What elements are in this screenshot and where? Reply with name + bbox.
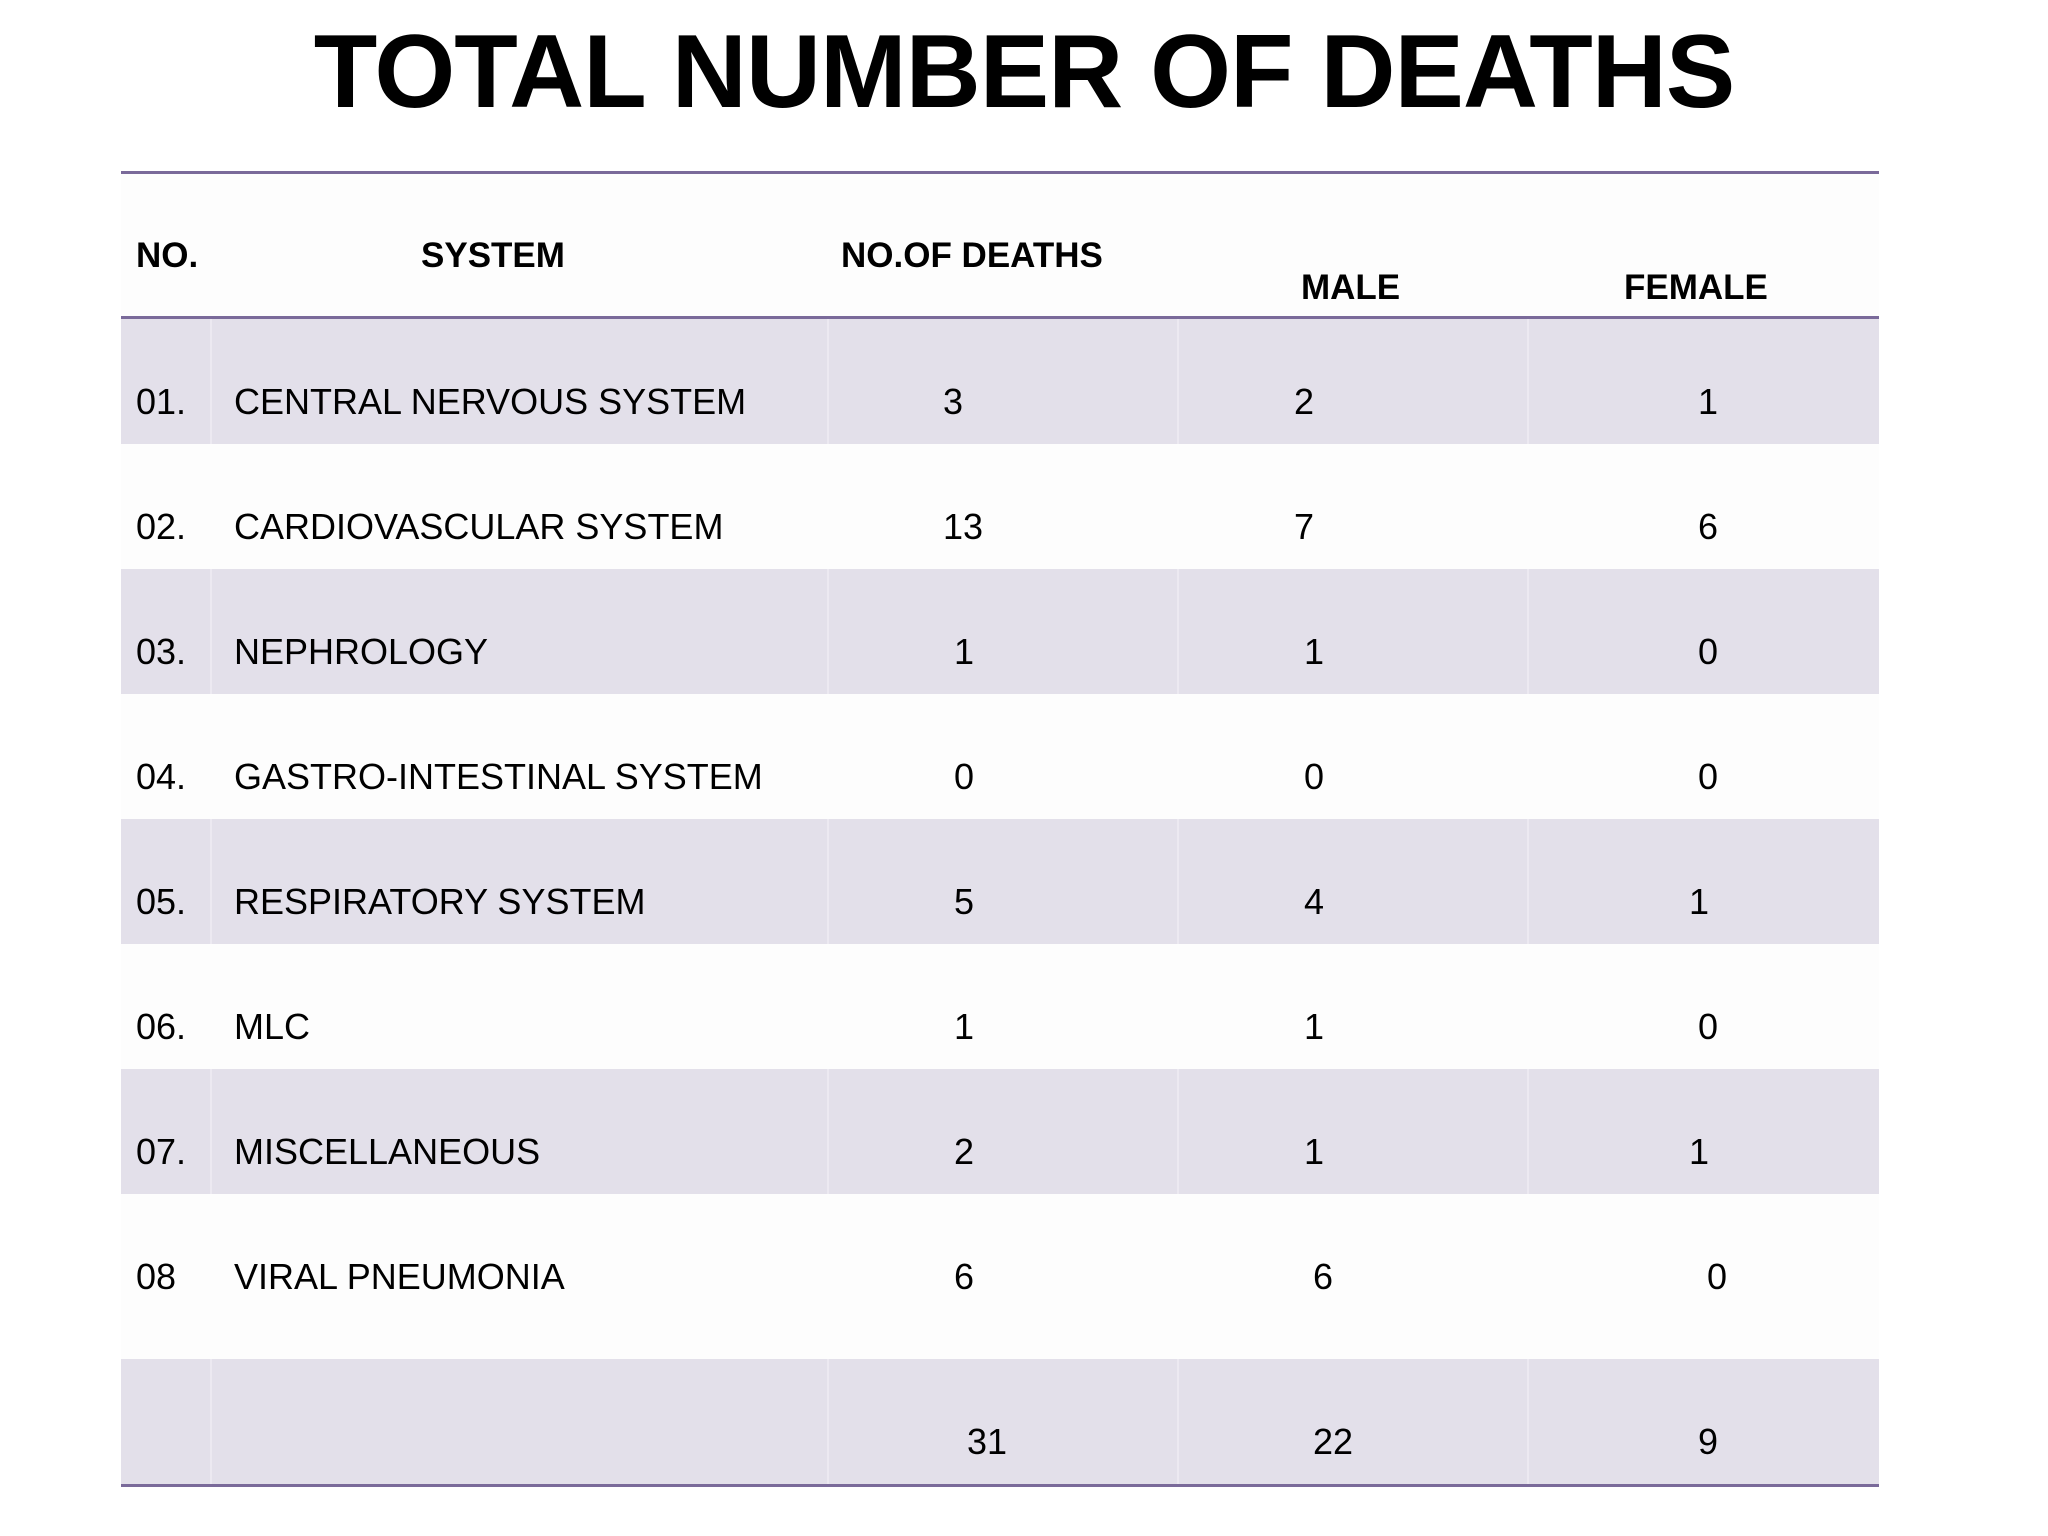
cell-no: 08 [136,1256,177,1297]
cell-male: 6 [1313,1256,1334,1297]
column-divider [1177,819,1179,944]
cell-deaths: 0 [954,756,975,797]
totals-row: 31 22 9 [121,1359,1879,1484]
cell-female: 1 [1689,1131,1710,1172]
column-divider [1177,569,1179,694]
cell-deaths: 13 [943,506,984,547]
cell-deaths: 3 [943,381,964,422]
column-divider [1527,569,1529,694]
cell-female: 1 [1698,381,1719,422]
cell-system: MISCELLANEOUS [234,1131,541,1172]
deaths-table: NO. SYSTEM NO.OF DEATHS MALE FEMALE 01. … [121,171,1879,1487]
cell-female: 6 [1698,506,1719,547]
cell-male: 7 [1294,506,1315,547]
cell-system: VIRAL PNEUMONIA [234,1256,565,1297]
column-divider [1527,1359,1529,1484]
cell-no: 04. [136,756,187,797]
header-system: SYSTEM [421,236,565,275]
column-divider [827,1069,829,1194]
cell-female: 0 [1698,1006,1719,1047]
column-divider [210,819,212,944]
cell-no: 07. [136,1131,187,1172]
column-divider [1527,819,1529,944]
table-row: 05. RESPIRATORY SYSTEM 5 4 1 [121,819,1879,944]
header-female: FEMALE [1624,268,1768,307]
column-divider [1177,1069,1179,1194]
total-female: 9 [1698,1421,1719,1462]
column-divider [827,569,829,694]
cell-no: 05. [136,881,187,922]
column-divider [210,319,212,444]
cell-system: CENTRAL NERVOUS SYSTEM [234,381,747,422]
table-row: 01. CENTRAL NERVOUS SYSTEM 3 2 1 [121,319,1879,444]
cell-no: 01. [136,381,187,422]
cell-male: 1 [1304,1006,1325,1047]
cell-deaths: 2 [954,1131,975,1172]
cell-male: 1 [1304,1131,1325,1172]
header-deaths: NO.OF DEATHS [841,236,1103,275]
cell-deaths: 5 [954,881,975,922]
table-header: NO. SYSTEM NO.OF DEATHS MALE FEMALE [121,174,1879,319]
table-row: 03. NEPHROLOGY 1 1 0 [121,569,1879,694]
column-divider [1527,1069,1529,1194]
cell-male: 0 [1304,756,1325,797]
column-divider [827,819,829,944]
header-no: NO. [136,236,199,275]
cell-system: NEPHROLOGY [234,631,489,672]
total-deaths: 31 [967,1421,1008,1462]
page-title: TOTAL NUMBER OF DEATHS [313,14,1736,130]
column-divider [210,1359,212,1484]
cell-deaths: 1 [954,631,975,672]
cell-female: 0 [1707,1256,1728,1297]
cell-no: 03. [136,631,187,672]
cell-female: 0 [1698,631,1719,672]
column-divider [210,569,212,694]
column-divider [1177,1359,1179,1484]
cell-deaths: 6 [954,1256,975,1297]
header-male: MALE [1301,268,1401,307]
table-row: 06. MLC 1 1 0 [121,944,1879,1069]
cell-male: 2 [1294,381,1315,422]
table-row: 04. GASTRO-INTESTINAL SYSTEM 0 0 0 [121,694,1879,819]
table-row: 07. MISCELLANEOUS 2 1 1 [121,1069,1879,1194]
cell-male: 1 [1304,631,1325,672]
cell-no: 06. [136,1006,187,1047]
cell-female: 0 [1698,756,1719,797]
cell-system: GASTRO-INTESTINAL SYSTEM [234,756,763,797]
column-divider [1177,319,1179,444]
cell-deaths: 1 [954,1006,975,1047]
table-row: 08 VIRAL PNEUMONIA 6 6 0 [121,1194,1879,1359]
cell-system: RESPIRATORY SYSTEM [234,881,646,922]
column-divider [827,319,829,444]
cell-system: MLC [234,1006,311,1047]
total-male: 22 [1313,1421,1354,1462]
table-row: 02. CARDIOVASCULAR SYSTEM 13 7 6 [121,444,1879,569]
cell-female: 1 [1689,881,1710,922]
column-divider [210,1069,212,1194]
column-divider [1527,319,1529,444]
cell-no: 02. [136,506,187,547]
cell-male: 4 [1304,881,1325,922]
cell-system: CARDIOVASCULAR SYSTEM [234,506,724,547]
column-divider [827,1359,829,1484]
